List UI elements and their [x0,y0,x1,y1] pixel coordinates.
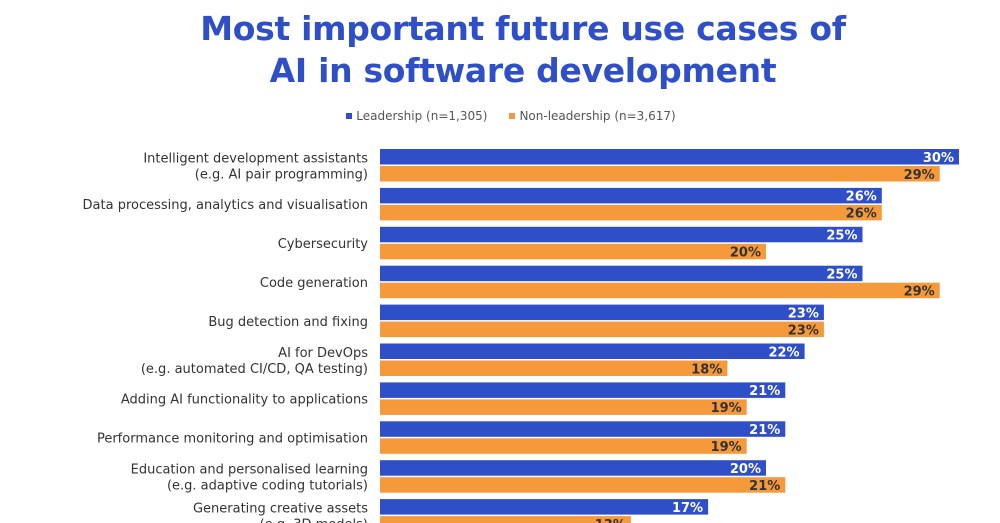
bar-non-leadership [380,204,882,221]
legend-swatch-leadership [346,113,353,119]
bar-leadership [380,421,786,437]
value-label: 18% [691,362,722,377]
bar-leadership [380,460,766,476]
value-label: 23% [788,323,819,338]
legend: Leadership (n=1,305) Non-leadership (n=3… [0,109,1000,123]
chart-title-line-1: Most important future use cases of [200,9,846,48]
value-label: 29% [904,284,935,299]
category-label: (e.g. AI pair programming) [195,167,368,182]
value-label: 13% [595,518,626,523]
category-label: Data processing, analytics and visualisa… [83,198,368,213]
bar-leadership [380,382,786,398]
legend-label-non-leadership: Non-leadership (n=3,617) [519,109,676,123]
legend-label-leadership: Leadership (n=1,305) [356,109,488,123]
value-label: 21% [749,423,780,438]
bar-non-leadership [380,282,940,299]
value-label: 20% [730,246,761,261]
category-label: Cybersecurity [278,237,369,252]
chart-title-line-2: AI in software development [269,51,777,90]
category-label: (e.g. automated CI/CD, QA testing) [141,362,368,377]
value-label: 23% [788,306,819,321]
chart-title: Most important future use cases of AI in… [0,8,1000,92]
bar-leadership [380,343,805,359]
value-label: 19% [711,440,742,455]
bar-leadership [380,149,959,165]
category-label: (e.g. 3D models) [260,517,368,523]
legend-swatch-non-leadership [509,113,516,119]
value-label: 25% [826,229,857,244]
bar-non-leadership [380,516,631,523]
category-label: AI for DevOps [278,346,368,361]
bar-non-leadership [380,399,747,415]
legend-item-non-leadership: Non-leadership (n=3,617) [509,109,676,123]
bar-leadership [380,499,709,515]
category-label: Performance monitoring and optimisation [97,432,368,447]
category-label: Adding AI functionality to applications [121,393,368,408]
value-label: 26% [846,190,877,205]
value-label: 29% [904,168,935,183]
category-label: Code generation [260,276,368,291]
value-label: 22% [768,345,799,360]
category-label: Education and personalised learning [131,462,368,477]
category-label: Intelligent development assistants [143,151,368,166]
category-label: (e.g. adaptive coding tutorials) [167,478,368,493]
value-label: 26% [846,207,877,222]
bar-leadership [380,187,882,204]
value-label: 30% [923,151,954,166]
value-label: 21% [749,479,780,494]
legend-item-leadership: Leadership (n=1,305) [346,109,487,123]
bar-non-leadership [380,243,766,260]
bar-non-leadership [380,438,747,454]
value-label: 20% [730,462,761,477]
value-label: 21% [749,384,780,399]
category-label: Generating creative assets [193,501,368,516]
value-label: 19% [711,401,742,416]
value-label: 17% [672,501,703,516]
bar-non-leadership [380,477,786,493]
bar-non-leadership [380,166,940,182]
bar-leadership [380,265,863,282]
bar-leadership [380,226,863,243]
category-label: Bug detection and fixing [208,315,368,330]
value-label: 25% [826,267,857,282]
bar-non-leadership [380,321,824,338]
bar-leadership [380,304,824,321]
bar-non-leadership [380,360,728,376]
